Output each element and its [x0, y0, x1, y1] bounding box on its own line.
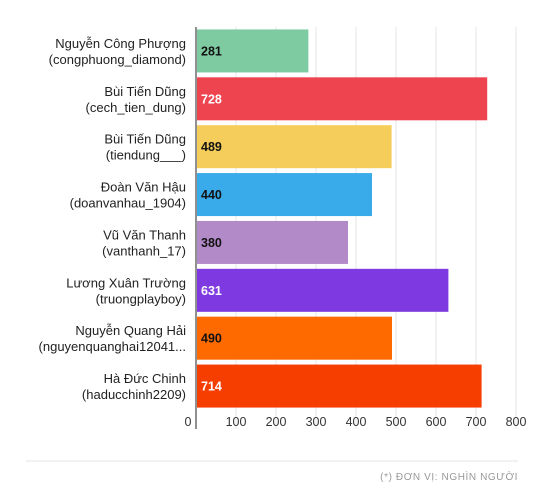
category-name: Bùi Tiến Dũng: [104, 84, 186, 99]
category-name: Hà Đức Chinh: [104, 371, 186, 386]
category-name: Nguyễn Công Phượng: [55, 36, 186, 51]
bar-value-label: 631: [201, 284, 222, 298]
bar: [197, 77, 488, 121]
unit-footnote: (*) ĐƠN VỊ: NGHÌN NGƯỜI: [380, 470, 518, 483]
bar: [197, 220, 348, 264]
bar-value-label: 440: [201, 188, 222, 202]
bar: [197, 364, 482, 408]
x-tick-label: 700: [466, 415, 487, 429]
bars: 281 728 489 440 380 631 490 714: [197, 29, 488, 408]
category-handle: (vanthanh_17): [102, 243, 186, 258]
x-tick-label: 100: [226, 415, 247, 429]
bar-value-label: 490: [201, 332, 222, 346]
category-handle: (haducchinh2209): [82, 387, 186, 402]
bar-value-label: 728: [201, 92, 222, 106]
category-handle: (nguyenquanghai12041...: [39, 339, 186, 354]
category-name: Bùi Tiến Dũng: [104, 132, 186, 147]
x-tick-label: 600: [426, 415, 447, 429]
category-name: Lương Xuân Trường: [66, 275, 186, 290]
category-handle: (congphuong_diamond): [49, 52, 186, 67]
category-labels: Nguyễn Công Phượng(congphuong_diamond) Bù…: [39, 36, 187, 402]
category-name: Nguyễn Quang Hải: [75, 323, 186, 338]
x-tick-label: 200: [266, 415, 287, 429]
bar: [197, 29, 309, 73]
bar-value-label: 489: [201, 140, 222, 154]
x-tick-label: 0: [185, 415, 192, 429]
bar: [197, 316, 392, 360]
bar-value-label: 380: [201, 236, 222, 250]
x-tick-label: 400: [346, 415, 367, 429]
x-tick-label: 500: [386, 415, 407, 429]
category-name: Vũ Văn Thanh: [103, 227, 186, 242]
bar: [197, 125, 392, 169]
category-handle: (tiendung___): [106, 148, 186, 163]
bar-value-label: 281: [201, 44, 222, 58]
x-tick-label: 800: [506, 415, 527, 429]
bar: [197, 268, 449, 312]
category-name: Đoàn Văn Hậu: [101, 180, 186, 195]
bar-value-label: 714: [201, 380, 222, 394]
x-tick-label: 300: [306, 415, 327, 429]
category-handle: (truongplayboy): [96, 291, 186, 306]
category-handle: (doanvanhau_1904): [70, 196, 186, 211]
category-handle: (cech_tien_dung): [86, 100, 186, 115]
bar: [197, 173, 372, 217]
x-axis-ticks: 0 100 200 300 400 500 600 700 800: [185, 415, 527, 429]
